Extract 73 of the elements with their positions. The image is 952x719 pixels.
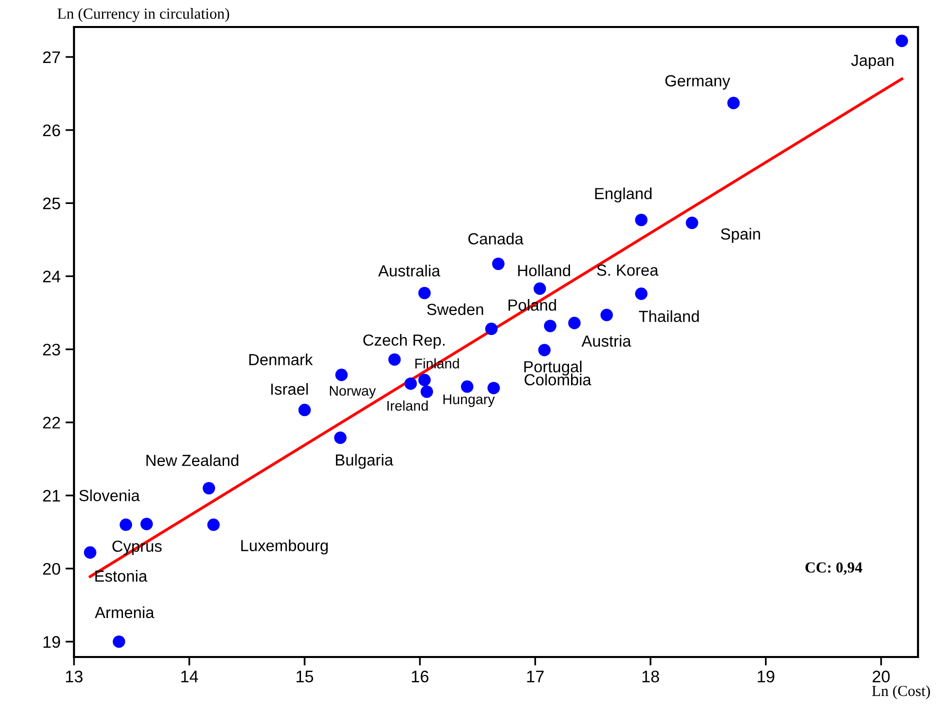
point [492, 258, 505, 270]
point [568, 316, 581, 330]
point [334, 432, 347, 444]
annotation: Czech Rep. [363, 334, 445, 349]
point [207, 518, 220, 531]
annotation: New Zealand [146, 454, 238, 466]
annotation: Slovenia [79, 489, 140, 502]
annotation: Holland [518, 264, 570, 276]
point [487, 382, 500, 394]
x-tick-label: 20 [872, 670, 890, 682]
annotation: Israel [271, 383, 308, 395]
point [418, 374, 431, 386]
x-tick-label: 19 [758, 670, 774, 682]
y-tick-label: 19 [44, 636, 60, 648]
annotation: Armenia [94, 606, 154, 618]
point [120, 518, 132, 531]
y-tick-label: 24 [43, 270, 60, 282]
x-tick-label: 17 [527, 670, 544, 682]
annotation: Sweden [427, 303, 484, 316]
point [418, 286, 431, 300]
annotation: Colombia [524, 374, 592, 386]
annotation: Austria [582, 335, 632, 347]
y-axis-title: Ln (Currency in circulation) [58, 8, 230, 22]
x-tick-label: 16 [412, 670, 428, 682]
annotation: England [595, 188, 652, 202]
annotation: S. Korea [597, 264, 658, 276]
x-tick-label: 13 [66, 670, 83, 682]
point [202, 482, 216, 494]
point [298, 404, 311, 416]
annotation: Canada [468, 232, 524, 244]
y-tick-label: 23 [43, 344, 60, 356]
point [727, 96, 740, 110]
x-tick-label: 14 [181, 670, 198, 682]
y-tick-label: 25 [43, 198, 60, 210]
annotation: Norway [330, 386, 376, 398]
point [635, 288, 648, 300]
annotation: Germany [665, 75, 730, 90]
y-tick-label: 21 [43, 490, 60, 502]
annotation: Bulgaria [336, 454, 394, 469]
point [896, 34, 908, 48]
point [544, 320, 556, 332]
y-tick-label: 26 [43, 124, 60, 136]
y-tick-label: 20 [43, 562, 60, 575]
annotation: Denmark [249, 354, 313, 366]
y-tick-label: 27 [43, 51, 60, 64]
annotation: Thailand [638, 310, 699, 322]
annotation: Spain [720, 228, 760, 243]
point [600, 308, 613, 322]
point [686, 216, 698, 230]
annotation: Ireland [387, 400, 428, 411]
annotation: Australia [378, 264, 440, 276]
annotation: CC: 0,94 [805, 562, 862, 575]
x-axis-title: Ln (Cost) [872, 685, 930, 700]
point [335, 368, 348, 382]
point [420, 385, 434, 398]
point [534, 282, 546, 295]
point [112, 635, 126, 648]
point [388, 353, 401, 366]
point [538, 344, 551, 356]
point [84, 546, 96, 559]
annotation: Luxembourg [241, 539, 328, 554]
point [635, 214, 648, 226]
y-tick-label: 22 [43, 416, 60, 428]
x-tick-label: 15 [296, 670, 314, 682]
annotation: Portugal [524, 360, 582, 376]
point [404, 377, 417, 390]
x-tick-label: 18 [642, 670, 660, 682]
annotation: Japan [851, 54, 894, 70]
point [485, 322, 498, 336]
point [140, 518, 153, 530]
point [460, 380, 474, 393]
annotation: Hungary [443, 394, 495, 407]
annotation: Estonia [95, 570, 148, 582]
